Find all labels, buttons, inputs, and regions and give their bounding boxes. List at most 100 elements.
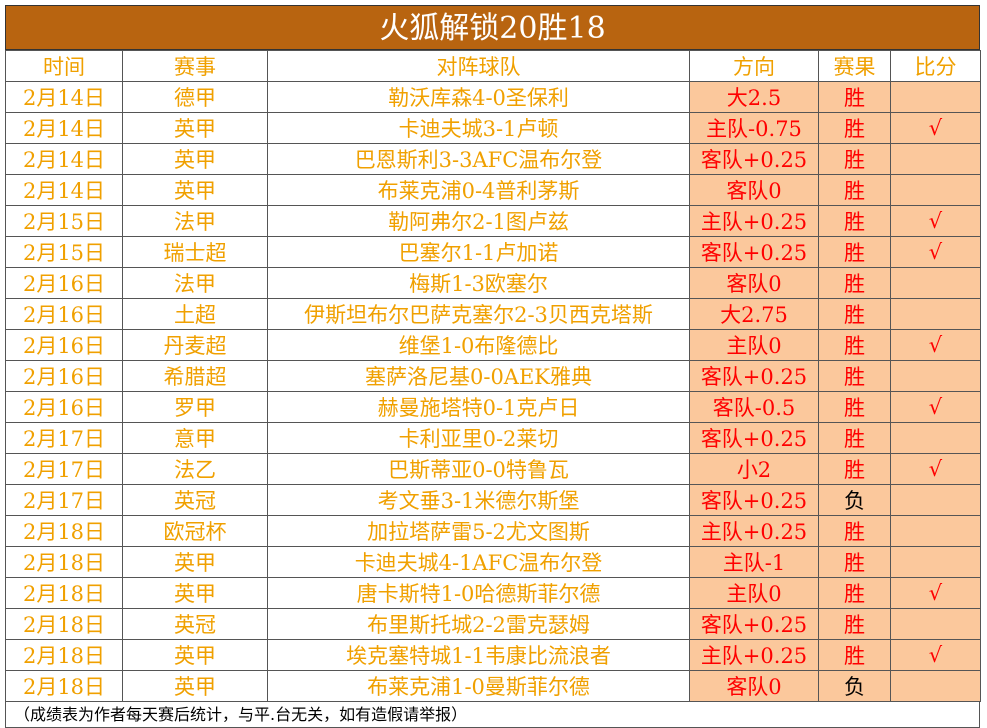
match-cell: 布莱克浦1-0曼斯菲尔德 <box>267 670 690 702</box>
match-cell: 布莱克浦0-4普利茅斯 <box>267 174 690 206</box>
date-cell: 2月14日 <box>5 174 123 206</box>
match-cell: 梅斯1-3欧塞尔 <box>267 267 690 299</box>
score-cell: √ <box>890 329 981 361</box>
row: 2月16日 希腊超 塞萨洛尼基0-0AEK雅典 客队+0.25 胜 <box>5 360 981 392</box>
column-header: 比分 <box>890 50 981 82</box>
date-cell: 2月16日 <box>5 360 123 392</box>
direction-cell: 主队0 <box>689 329 819 361</box>
result-cell: 胜 <box>818 81 891 113</box>
score-cell: √ <box>890 577 981 609</box>
result-cell: 负 <box>818 670 891 702</box>
result-cell: 胜 <box>818 453 891 485</box>
result-cell: 胜 <box>818 329 891 361</box>
score-cell <box>890 143 981 175</box>
match-cell: 维堡1-0布隆德比 <box>267 329 690 361</box>
league-cell: 英冠 <box>122 484 268 516</box>
league-cell: 英甲 <box>122 112 268 144</box>
result-cell: 胜 <box>818 298 891 330</box>
score-cell: √ <box>890 391 981 423</box>
league-cell: 英甲 <box>122 577 268 609</box>
row: 2月14日 英甲 巴恩斯利3-3AFC温布尔登 客队+0.25 胜 <box>5 143 981 175</box>
column-header: 赛果 <box>818 50 891 82</box>
league-cell: 英甲 <box>122 639 268 671</box>
result-cell: 胜 <box>818 546 891 578</box>
match-cell: 布里斯托城2-2雷克瑟姆 <box>267 608 690 640</box>
direction-cell: 客队+0.25 <box>689 608 819 640</box>
date-cell: 2月18日 <box>5 577 123 609</box>
direction-cell: 主队0 <box>689 577 819 609</box>
result-cell: 胜 <box>818 422 891 454</box>
column-header: 赛事 <box>122 50 268 82</box>
match-cell: 唐卡斯特1-0哈德斯菲尔德 <box>267 577 690 609</box>
score-cell <box>890 546 981 578</box>
match-cell: 赫曼施塔特0-1克卢日 <box>267 391 690 423</box>
date-cell: 2月14日 <box>5 143 123 175</box>
match-cell: 巴斯蒂亚0-0特鲁瓦 <box>267 453 690 485</box>
row: 2月15日 法甲 勒阿弗尔2-1图卢兹 主队+0.25 胜 √ <box>5 205 981 237</box>
direction-cell: 客队+0.25 <box>689 360 819 392</box>
row: 2月16日 罗甲 赫曼施塔特0-1克卢日 客队-0.5 胜 √ <box>5 391 981 423</box>
score-cell <box>890 670 981 702</box>
direction-cell: 主队+0.25 <box>689 205 819 237</box>
direction-cell: 客队+0.25 <box>689 484 819 516</box>
result-cell: 负 <box>818 484 891 516</box>
header-row: 时间 赛事 对阵球队 方向 赛果 比分 <box>5 50 981 82</box>
date-cell: 2月16日 <box>5 329 123 361</box>
match-cell: 考文垂3-1米德尔斯堡 <box>267 484 690 516</box>
date-cell: 2月16日 <box>5 391 123 423</box>
row: 2月18日 英甲 卡迪夫城4-1AFC温布尔登 主队-1 胜 <box>5 546 981 578</box>
direction-cell: 主队+0.25 <box>689 515 819 547</box>
league-cell: 英甲 <box>122 546 268 578</box>
match-cell: 卡迪夫城4-1AFC温布尔登 <box>267 546 690 578</box>
row: 2月18日 英甲 唐卡斯特1-0哈德斯菲尔德 主队0 胜 √ <box>5 577 981 609</box>
result-cell: 胜 <box>818 391 891 423</box>
score-cell <box>890 422 981 454</box>
direction-cell: 主队+0.25 <box>689 639 819 671</box>
score-cell <box>890 360 981 392</box>
date-cell: 2月18日 <box>5 608 123 640</box>
match-cell: 勒阿弗尔2-1图卢兹 <box>267 205 690 237</box>
row: 2月17日 法乙 巴斯蒂亚0-0特鲁瓦 小2 胜 √ <box>5 453 981 485</box>
page: 火狐解锁20胜18 时间 赛事 对阵球队 方向 赛果 比分 2月14日 德甲 勒沃库森4-0圣… <box>5 5 981 728</box>
result-cell: 胜 <box>818 608 891 640</box>
league-cell: 法甲 <box>122 205 268 237</box>
result-cell: 胜 <box>818 236 891 268</box>
score-cell <box>890 81 981 113</box>
date-cell: 2月18日 <box>5 515 123 547</box>
score-cell <box>890 267 981 299</box>
direction-cell: 客队+0.25 <box>689 422 819 454</box>
row: 2月16日 丹麦超 维堡1-0布隆德比 主队0 胜 √ <box>5 329 981 361</box>
score-cell <box>890 484 981 516</box>
row: 2月18日 欧冠杯 加拉塔萨雷5-2尤文图斯 主队+0.25 胜 <box>5 515 981 547</box>
league-cell: 英甲 <box>122 143 268 175</box>
date-cell: 2月18日 <box>5 639 123 671</box>
match-cell: 巴塞尔1-1卢加诺 <box>267 236 690 268</box>
row: 2月17日 意甲 卡利亚里0-2莱切 客队+0.25 胜 <box>5 422 981 454</box>
results-table: 时间 赛事 对阵球队 方向 赛果 比分 2月14日 德甲 勒沃库森4-0圣保利 大2.5 胜 2月1… <box>5 50 981 702</box>
column-header: 时间 <box>5 50 123 82</box>
match-cell: 卡迪夫城3-1卢顿 <box>267 112 690 144</box>
result-cell: 胜 <box>818 143 891 175</box>
match-cell: 巴恩斯利3-3AFC温布尔登 <box>267 143 690 175</box>
direction-cell: 客队-0.5 <box>689 391 819 423</box>
direction-cell: 客队0 <box>689 670 819 702</box>
score-cell: √ <box>890 236 981 268</box>
league-cell: 英甲 <box>122 670 268 702</box>
league-cell: 瑞士超 <box>122 236 268 268</box>
score-cell: √ <box>890 112 981 144</box>
direction-cell: 小2 <box>689 453 819 485</box>
score-cell: √ <box>890 453 981 485</box>
row: 2月14日 英甲 卡迪夫城3-1卢顿 主队-0.75 胜 √ <box>5 112 981 144</box>
date-cell: 2月17日 <box>5 453 123 485</box>
date-cell: 2月14日 <box>5 112 123 144</box>
row: 2月15日 瑞士超 巴塞尔1-1卢加诺 客队+0.25 胜 √ <box>5 236 981 268</box>
direction-cell: 客队+0.25 <box>689 236 819 268</box>
row: 2月16日 法甲 梅斯1-3欧塞尔 客队0 胜 <box>5 267 981 299</box>
direction-cell: 主队-0.75 <box>689 112 819 144</box>
match-cell: 加拉塔萨雷5-2尤文图斯 <box>267 515 690 547</box>
result-cell: 胜 <box>818 515 891 547</box>
match-cell: 卡利亚里0-2莱切 <box>267 422 690 454</box>
match-cell: 塞萨洛尼基0-0AEK雅典 <box>267 360 690 392</box>
title: 火狐解锁20胜18 <box>5 5 980 50</box>
direction-cell: 大2.5 <box>689 81 819 113</box>
